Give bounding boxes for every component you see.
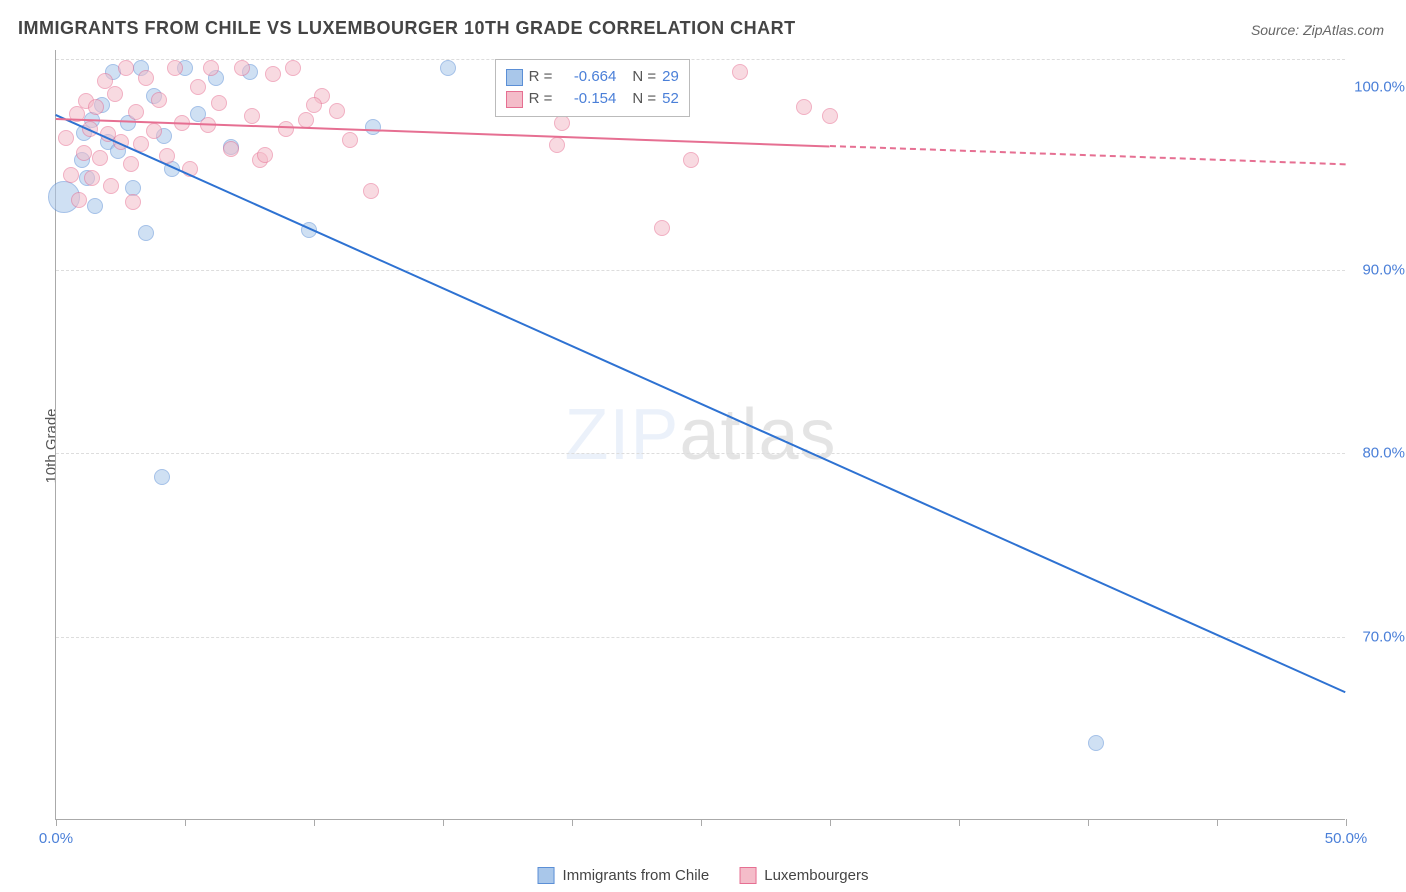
- watermark-part2: atlas: [679, 395, 836, 475]
- x-tick: [314, 819, 315, 826]
- data-point-lux: [203, 60, 219, 76]
- x-tick-label: 0.0%: [39, 830, 73, 847]
- xlegend-item-lux: Luxembourgers: [739, 867, 868, 884]
- r-value: -0.154: [558, 88, 616, 110]
- data-point-lux: [363, 183, 379, 199]
- data-point-lux: [683, 152, 699, 168]
- gridline: [56, 637, 1345, 638]
- swatch-lux: [739, 867, 756, 884]
- data-point-chile: [440, 60, 456, 76]
- x-tick-label: 50.0%: [1325, 830, 1368, 847]
- data-point-lux: [58, 130, 74, 146]
- rn-legend: R =-0.664 N = 29 R =-0.154 N = 52: [495, 59, 690, 117]
- x-tick: [56, 819, 57, 826]
- xlegend-label-chile: Immigrants from Chile: [563, 867, 710, 884]
- data-point-lux: [167, 60, 183, 76]
- swatch-chile: [506, 69, 523, 86]
- n-value: 52: [662, 88, 679, 110]
- xlegend-label-lux: Luxembourgers: [764, 867, 868, 884]
- data-point-lux: [822, 108, 838, 124]
- data-point-lux: [103, 178, 119, 194]
- x-tick: [830, 819, 831, 826]
- data-point-lux: [107, 86, 123, 102]
- data-point-chile: [87, 198, 103, 214]
- data-point-lux: [146, 123, 162, 139]
- data-point-lux: [796, 99, 812, 115]
- data-point-lux: [84, 170, 100, 186]
- data-point-lux: [244, 108, 260, 124]
- source-label: Source: ZipAtlas.com: [1251, 22, 1384, 38]
- data-point-chile: [1088, 735, 1104, 751]
- xlegend-item-chile: Immigrants from Chile: [538, 867, 710, 884]
- y-tick-label: 90.0%: [1362, 262, 1405, 279]
- data-point-lux: [118, 60, 134, 76]
- data-point-lux: [71, 192, 87, 208]
- data-point-lux: [265, 66, 281, 82]
- data-point-lux: [257, 147, 273, 163]
- x-tick: [959, 819, 960, 826]
- x-tick: [572, 819, 573, 826]
- n-value: 29: [662, 66, 679, 88]
- r-label: R =: [529, 66, 553, 88]
- data-point-lux: [128, 104, 144, 120]
- y-tick-label: 70.0%: [1362, 628, 1405, 645]
- r-value: -0.664: [558, 66, 616, 88]
- data-point-lux: [123, 156, 139, 172]
- data-point-lux: [190, 79, 206, 95]
- gridline: [56, 59, 1345, 60]
- data-point-lux: [76, 145, 92, 161]
- swatch-lux: [506, 91, 523, 108]
- data-point-lux: [88, 99, 104, 115]
- rn-legend-row-lux: R =-0.154 N = 52: [506, 88, 679, 110]
- x-tick: [1088, 819, 1089, 826]
- data-point-lux: [151, 92, 167, 108]
- plot-area: ZIPatlas 70.0%80.0%90.0%100.0%0.0%50.0%R…: [55, 50, 1345, 820]
- data-point-lux: [234, 60, 250, 76]
- data-point-lux: [342, 132, 358, 148]
- data-point-chile: [154, 469, 170, 485]
- data-point-lux: [298, 112, 314, 128]
- data-point-lux: [329, 103, 345, 119]
- trend-line: [55, 114, 1346, 693]
- x-axis-legend: Immigrants from Chile Luxembourgers: [538, 867, 869, 884]
- watermark: ZIPatlas: [564, 394, 836, 476]
- data-point-lux: [125, 194, 141, 210]
- data-point-chile: [365, 119, 381, 135]
- data-point-lux: [285, 60, 301, 76]
- n-label: N =: [632, 88, 656, 110]
- data-point-lux: [554, 115, 570, 131]
- gridline: [56, 270, 1345, 271]
- y-tick-label: 80.0%: [1362, 445, 1405, 462]
- trend-line: [56, 118, 830, 147]
- n-label: N =: [632, 66, 656, 88]
- y-tick-label: 100.0%: [1354, 78, 1405, 95]
- x-tick: [443, 819, 444, 826]
- data-point-lux: [63, 167, 79, 183]
- gridline: [56, 453, 1345, 454]
- rn-legend-row-chile: R =-0.664 N = 29: [506, 66, 679, 88]
- data-point-lux: [138, 70, 154, 86]
- trend-line: [830, 145, 1346, 165]
- data-point-lux: [278, 121, 294, 137]
- data-point-chile: [125, 180, 141, 196]
- chart-title: IMMIGRANTS FROM CHILE VS LUXEMBOURGER 10…: [18, 18, 796, 39]
- x-tick: [701, 819, 702, 826]
- watermark-part1: ZIP: [564, 395, 679, 475]
- r-label: R =: [529, 88, 553, 110]
- data-point-chile: [138, 225, 154, 241]
- x-tick: [185, 819, 186, 826]
- data-point-lux: [211, 95, 227, 111]
- data-point-lux: [92, 150, 108, 166]
- swatch-chile: [538, 867, 555, 884]
- data-point-lux: [654, 220, 670, 236]
- data-point-lux: [223, 141, 239, 157]
- x-tick: [1346, 819, 1347, 826]
- data-point-lux: [549, 137, 565, 153]
- data-point-lux: [306, 97, 322, 113]
- data-point-lux: [732, 64, 748, 80]
- x-tick: [1217, 819, 1218, 826]
